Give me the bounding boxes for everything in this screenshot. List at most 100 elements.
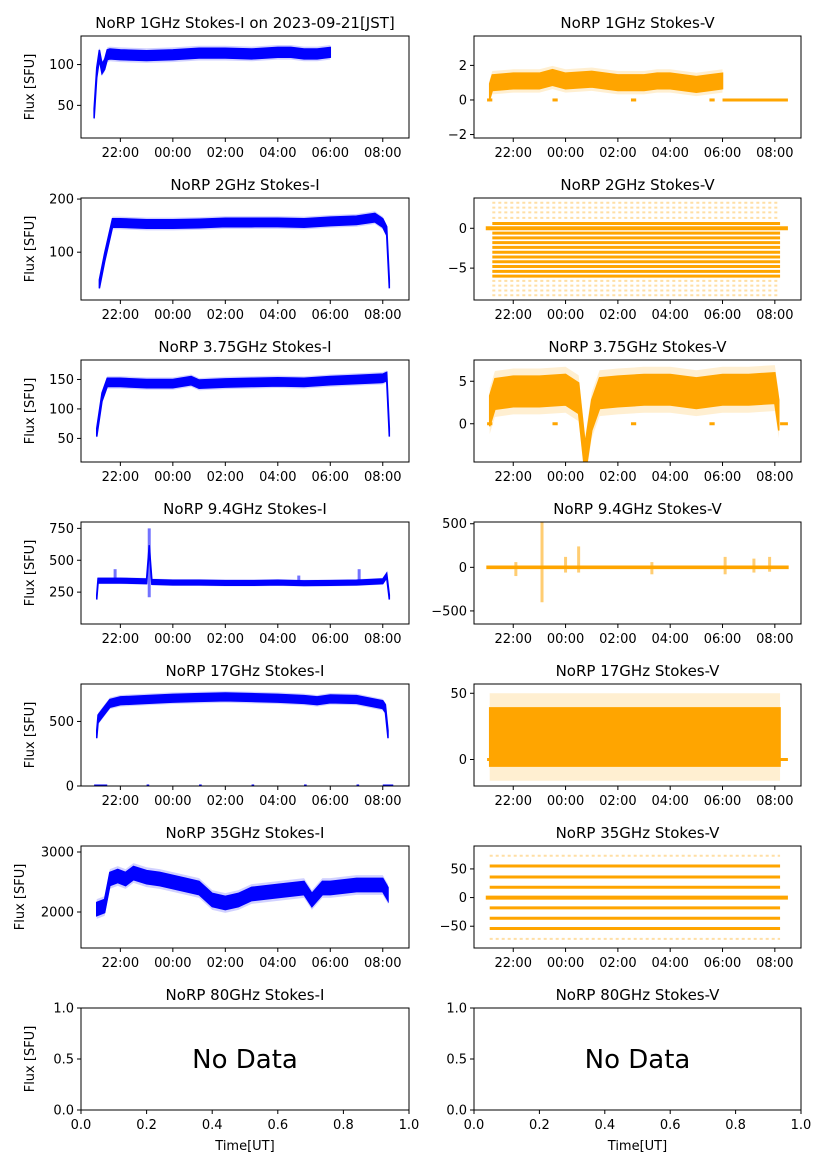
subplot-1ghz-v: −2 0 2 22:00 00:00 02:00 04:00 06:00 08:00 NoRP 1…	[448, 14, 802, 161]
x-tick-label: 02:00	[207, 308, 244, 323]
x-tick-label: 00:00	[547, 956, 584, 971]
subplot-1ghz-i: 50 100 22:00 00:00 02:00 04:00 06:00 08:00 NoRP …	[23, 14, 410, 161]
y-tick-label: 0	[459, 417, 467, 432]
plot-area	[98, 211, 391, 291]
x-tick-label: 02:00	[599, 308, 636, 323]
axes-frame	[473, 521, 802, 625]
subplot-title: NoRP 3.75GHz Stokes-I	[158, 338, 331, 356]
x-tick-label: 22:00	[102, 794, 139, 809]
axes-frame	[80, 35, 410, 139]
data-halo	[489, 365, 779, 462]
x-tick-label: 06:00	[704, 794, 741, 809]
y-tick-label: 1.0	[446, 1002, 467, 1017]
subplot-2ghz-i: 100 200 22:00 00:00 02:00 04:00 06:00 08:00 NoRP…	[23, 176, 410, 323]
axes-frame	[80, 683, 410, 787]
y-tick-label: 750	[49, 522, 74, 537]
x-tick-label: 0.4	[202, 1118, 223, 1133]
y-tick-label: 0.5	[53, 1053, 74, 1068]
x-tick-label: 22:00	[102, 632, 139, 647]
data-band	[488, 68, 724, 100]
x-tick-label: 08:00	[364, 956, 401, 971]
subplot-title: NoRP 80GHz Stokes-I	[166, 986, 325, 1004]
axes-frame	[473, 197, 802, 301]
plot-area	[487, 365, 788, 462]
y-tick-label: 50	[57, 99, 74, 114]
y-tick-label: 100	[49, 58, 74, 73]
subplot-35ghz-i: 2000 3000 22:00 00:00 02:00 04:00 06:00 08:00 No…	[13, 824, 410, 971]
x-tick-label: 06:00	[312, 146, 349, 161]
x-tick-label: 08:00	[364, 308, 401, 323]
subplot-35ghz-v: −50 0 50 22:00 00:00 02:00 04:00 06:00 08:00 NoRP…	[440, 824, 802, 971]
x-tick-label: 08:00	[756, 146, 793, 161]
y-tick-label: −500	[431, 604, 467, 619]
subplot-title: NoRP 9.4GHz Stokes-V	[553, 500, 722, 518]
y-axis-label: Flux [SFU]	[23, 54, 38, 121]
y-axis-label: Flux [SFU]	[23, 378, 38, 445]
x-tick-label: 22:00	[495, 632, 532, 647]
subplot-title: NoRP 35GHz Stokes-I	[166, 824, 325, 842]
plot-area	[485, 854, 788, 940]
x-tick-label: 08:00	[364, 794, 401, 809]
data-halo	[489, 65, 723, 103]
subplot-title: NoRP 17GHz Stokes-V	[556, 662, 721, 680]
axes-frame	[80, 521, 410, 625]
x-tick-label: 08:00	[756, 794, 793, 809]
subplot-title: NoRP 17GHz Stokes-I	[166, 662, 325, 680]
x-tick-label: 04:00	[259, 470, 296, 485]
no-data-annotation: No Data	[192, 1045, 298, 1075]
y-tick-label: 0	[459, 222, 467, 237]
y-tick-label: 100	[49, 246, 74, 261]
y-tick-label: 2000	[41, 906, 74, 921]
subplot-375ghz-i: 50 100 150 22:00 00:00 02:00 04:00 06:00 08:00 No…	[23, 338, 410, 485]
subplot-title: NoRP 3.75GHz Stokes-V	[548, 338, 727, 356]
x-tick-label: 02:00	[207, 632, 244, 647]
subplot-title: NoRP 2GHz Stokes-I	[170, 176, 319, 194]
data-halo	[96, 544, 390, 601]
y-tick-label: 50	[450, 862, 467, 877]
data-band	[488, 707, 781, 767]
axes-frame	[473, 359, 802, 463]
plot-area	[485, 201, 788, 297]
x-tick-label: 00:00	[154, 794, 191, 809]
y-tick-label: 0.0	[53, 1104, 74, 1119]
y-tick-label: −2	[448, 128, 467, 143]
subplot-80ghz-v: No Data 0.0 0.5 1.0 0.0 0.2 0.4 0.6 0.8 1.0 NoRP 8…	[446, 986, 811, 1154]
x-tick-label: 08:00	[756, 956, 793, 971]
y-tick-label: −50	[440, 920, 467, 935]
data-halo	[96, 691, 389, 741]
axes-frame	[80, 197, 410, 301]
x-tick-label: 0.8	[333, 1118, 354, 1133]
x-tick-label: 06:00	[312, 956, 349, 971]
x-tick-label: 08:00	[756, 632, 793, 647]
subplot-2ghz-v: −5 0 22:00 00:00 02:00 04:00 06:00 08:00 NoRP 2G…	[448, 176, 802, 323]
y-tick-label: 0	[459, 891, 467, 906]
x-tick-label: 0.2	[529, 1118, 550, 1133]
y-tick-label: 150	[49, 373, 74, 388]
x-tick-label: 04:00	[259, 632, 296, 647]
x-tick-label: 22:00	[495, 470, 532, 485]
data-halo	[96, 370, 390, 439]
x-tick-label: 22:00	[495, 794, 532, 809]
x-tick-label: 0.0	[464, 1118, 485, 1133]
data-band	[488, 371, 780, 462]
x-tick-label: 06:00	[704, 308, 741, 323]
x-tick-label: 04:00	[651, 794, 688, 809]
plot-area	[95, 528, 391, 601]
plot-area	[486, 522, 789, 603]
x-tick-label: 02:00	[207, 956, 244, 971]
data-band	[93, 46, 332, 119]
plot-area	[93, 44, 332, 121]
axes-frame	[80, 359, 410, 463]
x-tick-label: 22:00	[495, 956, 532, 971]
data-band	[95, 545, 391, 600]
x-tick-label: 00:00	[547, 146, 584, 161]
x-tick-label: 04:00	[651, 956, 688, 971]
x-tick-label: 0.2	[136, 1118, 157, 1133]
x-tick-label: 22:00	[495, 308, 532, 323]
subplot-title: NoRP 80GHz Stokes-V	[556, 986, 721, 1004]
y-tick-label: 3000	[41, 846, 74, 861]
x-axis-label: Time[UT]	[214, 1139, 274, 1154]
y-axis-label: Flux [SFU]	[23, 216, 38, 283]
plot-area	[487, 693, 788, 781]
x-tick-label: 22:00	[495, 146, 532, 161]
